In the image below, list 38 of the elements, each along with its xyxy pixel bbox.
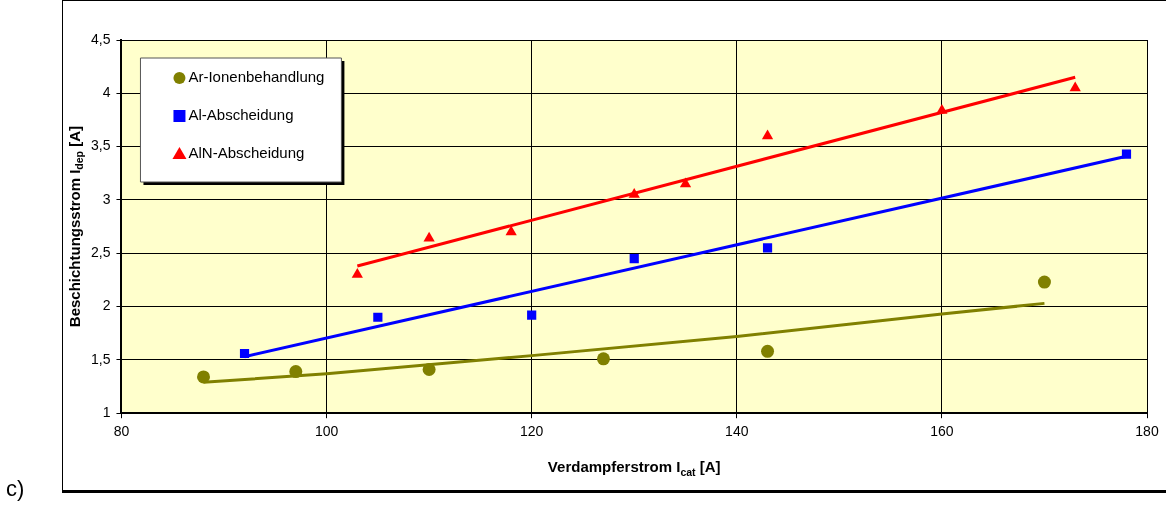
y-tick-label: 3 — [102, 190, 111, 207]
x-tick-label: 160 — [930, 423, 954, 440]
point — [422, 362, 436, 376]
x-tick-label: 100 — [314, 423, 339, 440]
legend-label: Ar-Ionenbehandlung — [188, 68, 325, 86]
text: c) — [6, 476, 25, 502]
point — [197, 370, 211, 384]
point — [423, 231, 435, 242]
x-tick-label: 120 — [520, 423, 544, 440]
point — [596, 352, 610, 366]
legend-label: AlN-Abscheidung — [188, 144, 305, 162]
y-tick-label: 2,5 — [90, 244, 111, 261]
y-tick-label: 4 — [102, 84, 111, 101]
point — [1069, 81, 1081, 92]
y-axis-title: Beschichtungsstrom Idep [A] — [65, 126, 85, 328]
point — [762, 243, 773, 253]
point — [628, 188, 640, 198]
point — [679, 177, 692, 188]
y-tick-label: 1 — [102, 404, 111, 421]
point — [761, 129, 774, 140]
y-tick-label: 1,5 — [90, 350, 111, 367]
y-tick-label: 2 — [102, 297, 111, 314]
point — [629, 253, 639, 264]
point — [289, 365, 303, 379]
point — [1037, 275, 1051, 289]
y-tick-label: 4,5 — [90, 30, 111, 47]
point — [527, 310, 537, 320]
point — [761, 344, 775, 358]
x-tick-label: 140 — [725, 423, 749, 440]
x-tick-label: 80 — [113, 423, 130, 440]
x-tick-label: 180 — [1135, 423, 1159, 440]
point — [239, 348, 250, 359]
y-tick-label: 3,5 — [90, 137, 111, 154]
point — [1121, 149, 1132, 159]
point — [936, 103, 948, 114]
point — [373, 312, 383, 322]
point — [351, 268, 363, 278]
legend-label: Al-Abscheidung — [188, 106, 294, 124]
